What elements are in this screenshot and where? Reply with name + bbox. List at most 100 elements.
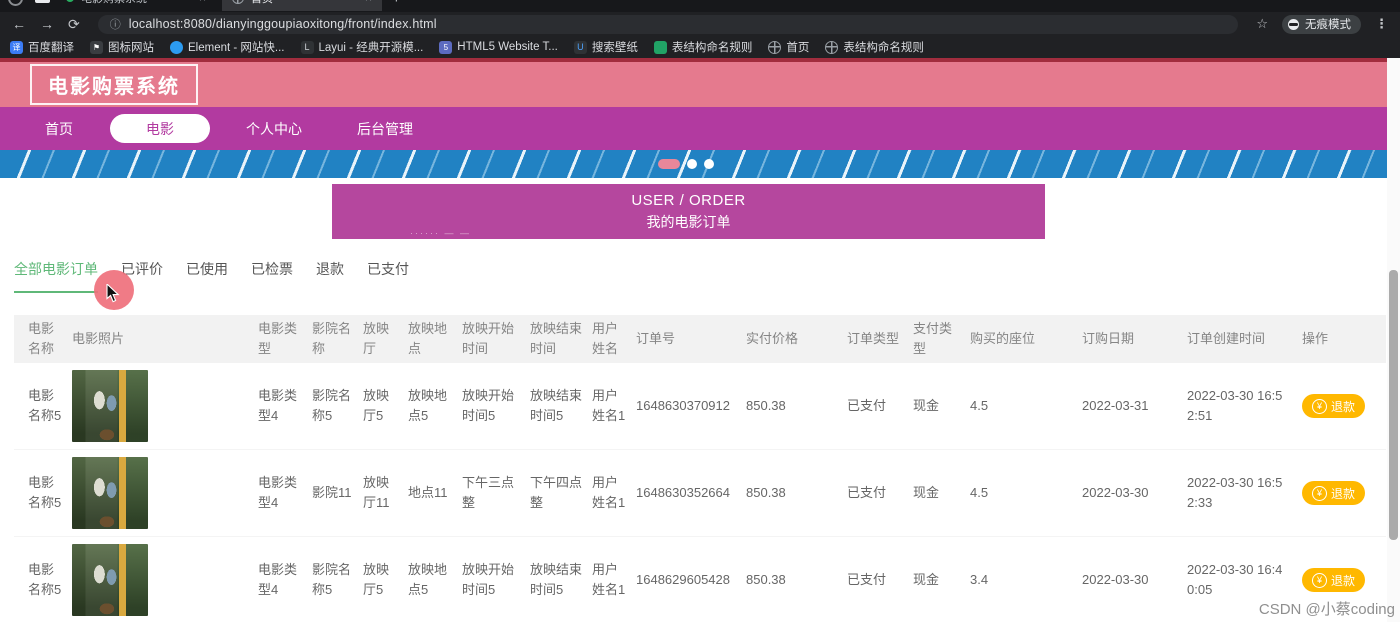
cell-movie-name: 电影名称5 [28,562,62,598]
col-movie-name: 电影名称 [28,321,55,357]
bookmark-item[interactable]: 表结构命名规则 [825,39,924,55]
tab-paid[interactable]: 已支付 [367,261,409,277]
col-created: 订单创建时间 [1187,331,1266,347]
bookmark-favicon: ⚑ [90,40,103,54]
cell-created: 2022-03-30 16:40:05 [1187,562,1283,598]
carousel-dot[interactable] [704,159,714,169]
incognito-icon [1288,18,1299,30]
scrollbar-track[interactable] [1387,58,1400,622]
cell-seat: 4.5 [970,398,989,414]
scrollbar-thumb[interactable] [1389,270,1398,540]
col-end-time: 放映结束时间 [530,321,583,357]
forward-button[interactable]: → [40,16,54,32]
bookmark-star-icon[interactable]: ☆ [1256,16,1268,31]
nav-item-admin[interactable]: 后台管理 [357,120,413,137]
cell-hall: 放映厅5 [363,388,390,424]
bookmark-item[interactable]: 译百度翻译 [10,39,74,55]
cell-order-no: 1648630370912 [636,398,730,414]
cell-start-time: 放映开始时间5 [462,562,515,598]
bookmark-label: 首页 [786,42,810,54]
bookmark-item[interactable]: 首页 [768,39,809,55]
bookmark-item[interactable]: 5 HTML5 Website T... [439,40,558,54]
cell-actions: ¥ 退款 [1302,564,1378,596]
cell-hall: 放映厅5 [363,562,390,598]
close-icon[interactable]: × [365,0,372,5]
bookmark-label: 表结构命名规则 [671,42,753,54]
browser-tab-2[interactable]: 首页 × [222,0,382,11]
order-filter-tabs: 全部电影订单 已评价 已使用 已检票 退款 已支付 [14,259,1400,299]
carousel-dot-active[interactable] [658,159,680,169]
col-cinema: 影院名称 [312,321,352,357]
cell-movie-photo [72,453,258,533]
table-row: 电影名称5 电影类型4 影院名称5 放映厅5 放映地点5 放映开始时间5 放映结… [14,537,1386,622]
cursor-pointer [106,282,121,308]
refund-button[interactable]: ¥ 退款 [1302,568,1366,593]
window-icon [35,0,50,3]
carousel-dot[interactable] [687,159,697,169]
tab-used[interactable]: 已使用 [186,261,228,277]
col-price: 实付价格 [746,331,799,347]
cell-start-time: 下午三点整 [462,475,515,511]
bookmark-label: 百度翻译 [28,42,74,54]
cell-cinema: 影院名称5 [312,562,352,598]
site-nav: 首页 电影 个人中心 后台管理 [0,107,1400,150]
cell-movie-photo [72,366,258,446]
bookmark-item[interactable]: 表结构命名规则 [653,39,753,55]
watermark: CSDN @小蔡coding [1258,601,1395,618]
cell-date: 2022-03-30 [1082,485,1149,501]
cell-place: 放映地点5 [408,562,448,598]
close-icon[interactable]: × [199,0,206,5]
cell-end-time: 放映结束时间5 [530,562,583,598]
bookmark-item[interactable]: Element - 网站快... [170,39,285,55]
col-start-time: 放映开始时间 [462,321,515,357]
site-info-icon[interactable]: ⓘ [109,19,121,31]
bookmark-label: 图标网站 [108,42,154,54]
col-place: 放映地点 [408,321,448,357]
cell-order-type: 已支付 [847,572,887,588]
cell-start-time: 放映开始时间5 [462,388,515,424]
nav-item-movies-active[interactable]: 电影 [110,114,210,143]
bookmark-label: HTML5 Website T... [457,41,558,53]
col-movie-type: 电影类型 [258,321,298,357]
site-logo-title: 电影购票系统 [30,64,198,105]
refund-button[interactable]: ¥ 退款 [1302,481,1366,506]
breadcrumb: USER / ORDER [631,191,746,209]
nav-item-profile[interactable]: 个人中心 [246,120,302,137]
address-bar[interactable]: ⓘ localhost:8080/dianyinggoupiaoxitong/f… [97,14,1239,34]
bookmark-item[interactable]: ⚑ 图标网站 [90,39,154,55]
refund-label: 退款 [1331,486,1356,501]
cell-movie-name: 电影名称5 [28,388,62,424]
cell-hall: 放映厅11 [363,475,390,511]
refund-button[interactable]: ¥ 退款 [1302,394,1366,419]
banner-dashes: ······ ― ― [410,228,471,238]
tab-favicon-dot [66,0,74,2]
tab-checked[interactable]: 已检票 [251,261,293,277]
nav-item-home[interactable]: 首页 [45,120,73,137]
tab-reviewed[interactable]: 已评价 [121,261,163,277]
cell-pay-type: 现金 [913,398,940,414]
carousel-dots [658,159,714,169]
bookmark-item[interactable]: L Layui - 经典开源模... [300,39,424,55]
cell-created: 2022-03-30 16:52:33 [1187,475,1283,511]
tab-title: 电影购票系统 [81,0,147,6]
browser-tab-1[interactable]: 电影购票系统 × [56,0,216,11]
cell-price: 850.38 [746,398,786,414]
col-user: 用户姓名 [592,321,619,357]
yen-icon: ¥ [1312,398,1327,414]
new-tab-button[interactable]: + [392,0,401,7]
tab-refund[interactable]: 退款 [316,261,344,277]
table-header-row: 电影名称 电影照片 电影类型 影院名称 放映厅 放映地点 放映开始时间 放映结束… [14,315,1386,364]
cell-created: 2022-03-30 16:52:51 [1187,388,1283,424]
browser-menu-icon[interactable]: ⋮ [1375,16,1388,31]
tab-all-orders[interactable]: 全部电影订单 [14,259,98,293]
cell-date: 2022-03-31 [1082,398,1149,414]
col-movie-photo: 电影照片 [72,331,125,347]
bookmark-label: 搜索壁纸 [591,42,638,54]
bookmark-item[interactable]: U 搜索壁纸 [573,39,638,55]
bookmark-label: Layui - 经典开源模... [318,42,424,54]
back-button[interactable]: ← [12,16,26,32]
cell-price: 850.38 [746,572,786,588]
browser-toolbar: ← → ⟳ ⓘ localhost:8080/dianyinggoupiaoxi… [0,12,1400,36]
table-row: 电影名称5 电影类型4 影院11 放映厅11 地点11 下午三点整 下午四点整 … [14,450,1386,538]
reload-button[interactable]: ⟳ [68,16,80,32]
